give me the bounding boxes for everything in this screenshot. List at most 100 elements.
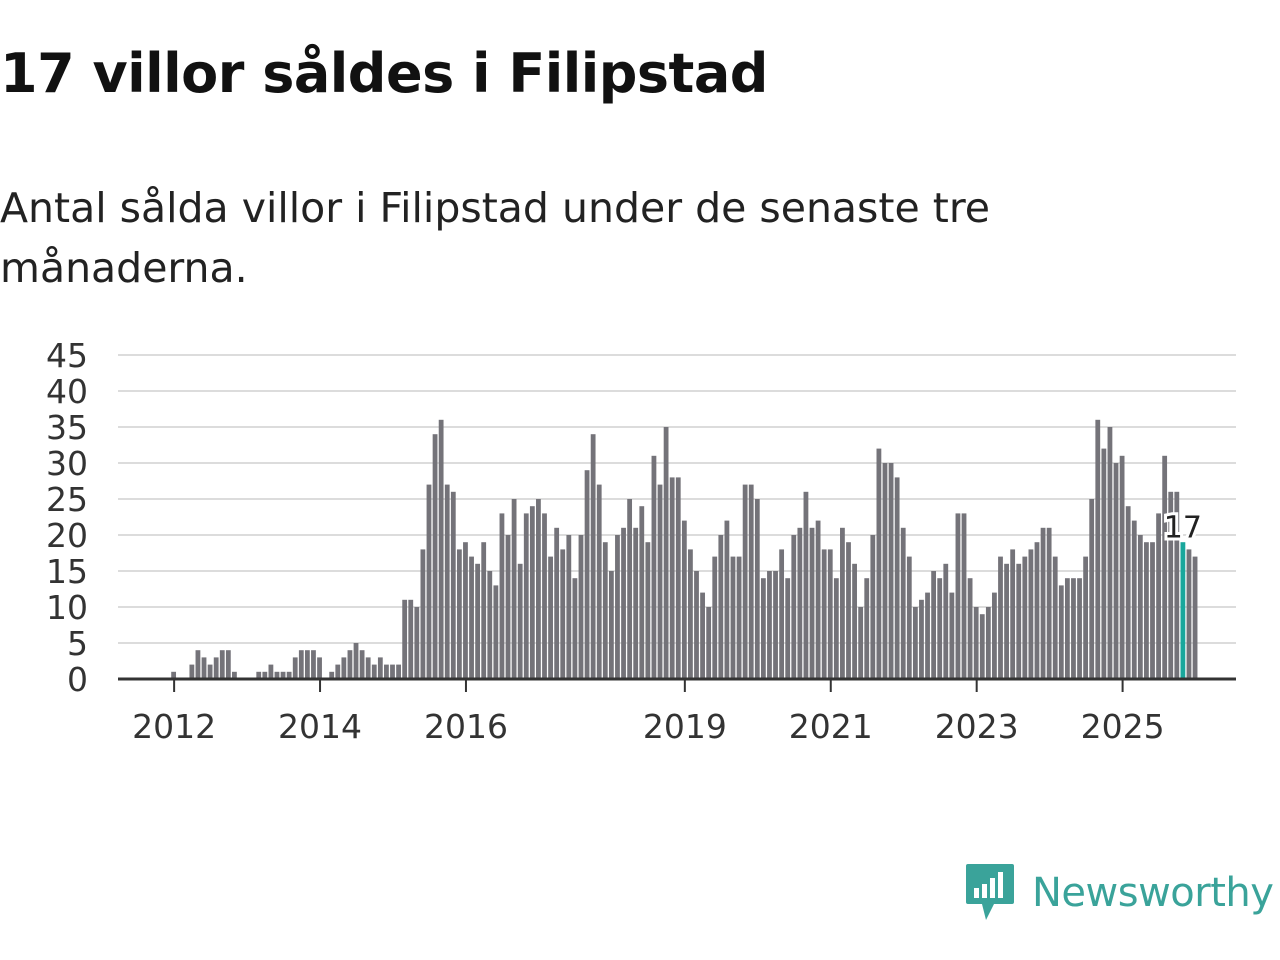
bar [420,549,426,679]
bar [961,513,967,679]
bar [992,592,997,679]
bar [1040,527,1046,679]
bar [487,571,493,679]
bar [1058,585,1064,679]
bar [633,527,639,679]
bar [1162,455,1168,679]
bar [767,571,772,679]
bar [779,549,785,679]
bar [359,650,365,679]
bar [493,585,499,679]
bar [809,527,815,679]
chart-title: 17 villor såldes i Filipstad [0,42,768,105]
bar [919,599,924,679]
bar [268,664,274,679]
x-axis-ticks: 2012 2014 2016 2019 2021 2023 2025 [132,679,1165,746]
newsworthy-brand[interactable]: Newsworthy [964,862,1274,924]
y-tick-label: 45 [46,336,88,375]
bar [213,657,219,679]
bar [444,484,450,679]
bar [408,599,414,679]
bar [572,578,578,679]
bar [396,664,401,679]
bar [827,549,833,679]
bar [943,563,949,679]
x-tick-label: 2025 [1081,707,1165,746]
bar [590,434,596,679]
bar [511,499,517,679]
bar [760,578,766,679]
bar [335,664,341,679]
bar [1064,578,1070,679]
bar [706,607,712,679]
bar [718,535,724,679]
bar [578,535,584,679]
bar [912,607,918,679]
bar [353,643,359,679]
bar [499,513,505,679]
bar [341,657,347,679]
bar [773,571,778,679]
bar [833,578,839,679]
bar [317,657,322,679]
y-tick-label: 15 [46,552,88,591]
bar [311,650,316,679]
y-tick-label: 0 [67,660,88,699]
bar [1101,448,1107,679]
data-labels: 17 [1161,508,1205,549]
bar [925,592,930,679]
bar [529,506,535,679]
bar [225,650,231,679]
bar [651,455,657,679]
x-tick-label: 2019 [643,707,727,746]
bar [906,556,912,679]
bar [1022,556,1028,679]
bar [365,657,371,679]
bar [1119,455,1125,679]
bar [840,527,845,679]
bar [736,556,742,679]
bar [219,650,225,679]
bar [730,556,736,679]
bar [256,671,262,679]
bars [171,419,1198,679]
bar [852,563,857,679]
y-tick-label: 10 [46,588,88,627]
bar [596,484,602,679]
bar [189,664,195,679]
chart-subtitle: Antal sålda villor i Filipstad under de … [0,184,991,292]
bar [608,571,614,679]
y-tick-label: 25 [46,480,88,519]
x-tick-label: 2021 [789,707,873,746]
bar [195,650,201,679]
bar [858,607,864,679]
bar [688,549,693,679]
bar [347,650,353,679]
bar [232,671,237,679]
bar [1192,556,1198,679]
bar [456,549,462,679]
bar [1144,542,1149,679]
bar [566,535,572,679]
bar [1016,563,1022,679]
bar [207,664,213,679]
bar [694,571,699,679]
bar [517,563,523,679]
bar [882,463,888,679]
bar [639,506,645,679]
bar [949,592,955,679]
bar [1186,549,1192,679]
bar [463,542,468,679]
bar [1174,491,1180,679]
bar [1137,535,1143,679]
x-tick-label: 2023 [935,707,1019,746]
bar [712,556,718,679]
bar [371,664,377,679]
bar [1046,527,1052,679]
bar [469,556,474,679]
bar [627,499,633,679]
bar [280,671,286,679]
bar [390,664,395,679]
bar [803,491,809,679]
